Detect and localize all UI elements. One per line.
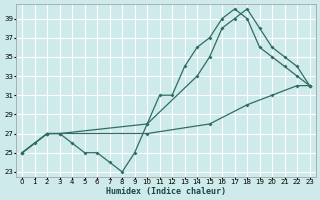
X-axis label: Humidex (Indice chaleur): Humidex (Indice chaleur) [106, 187, 226, 196]
